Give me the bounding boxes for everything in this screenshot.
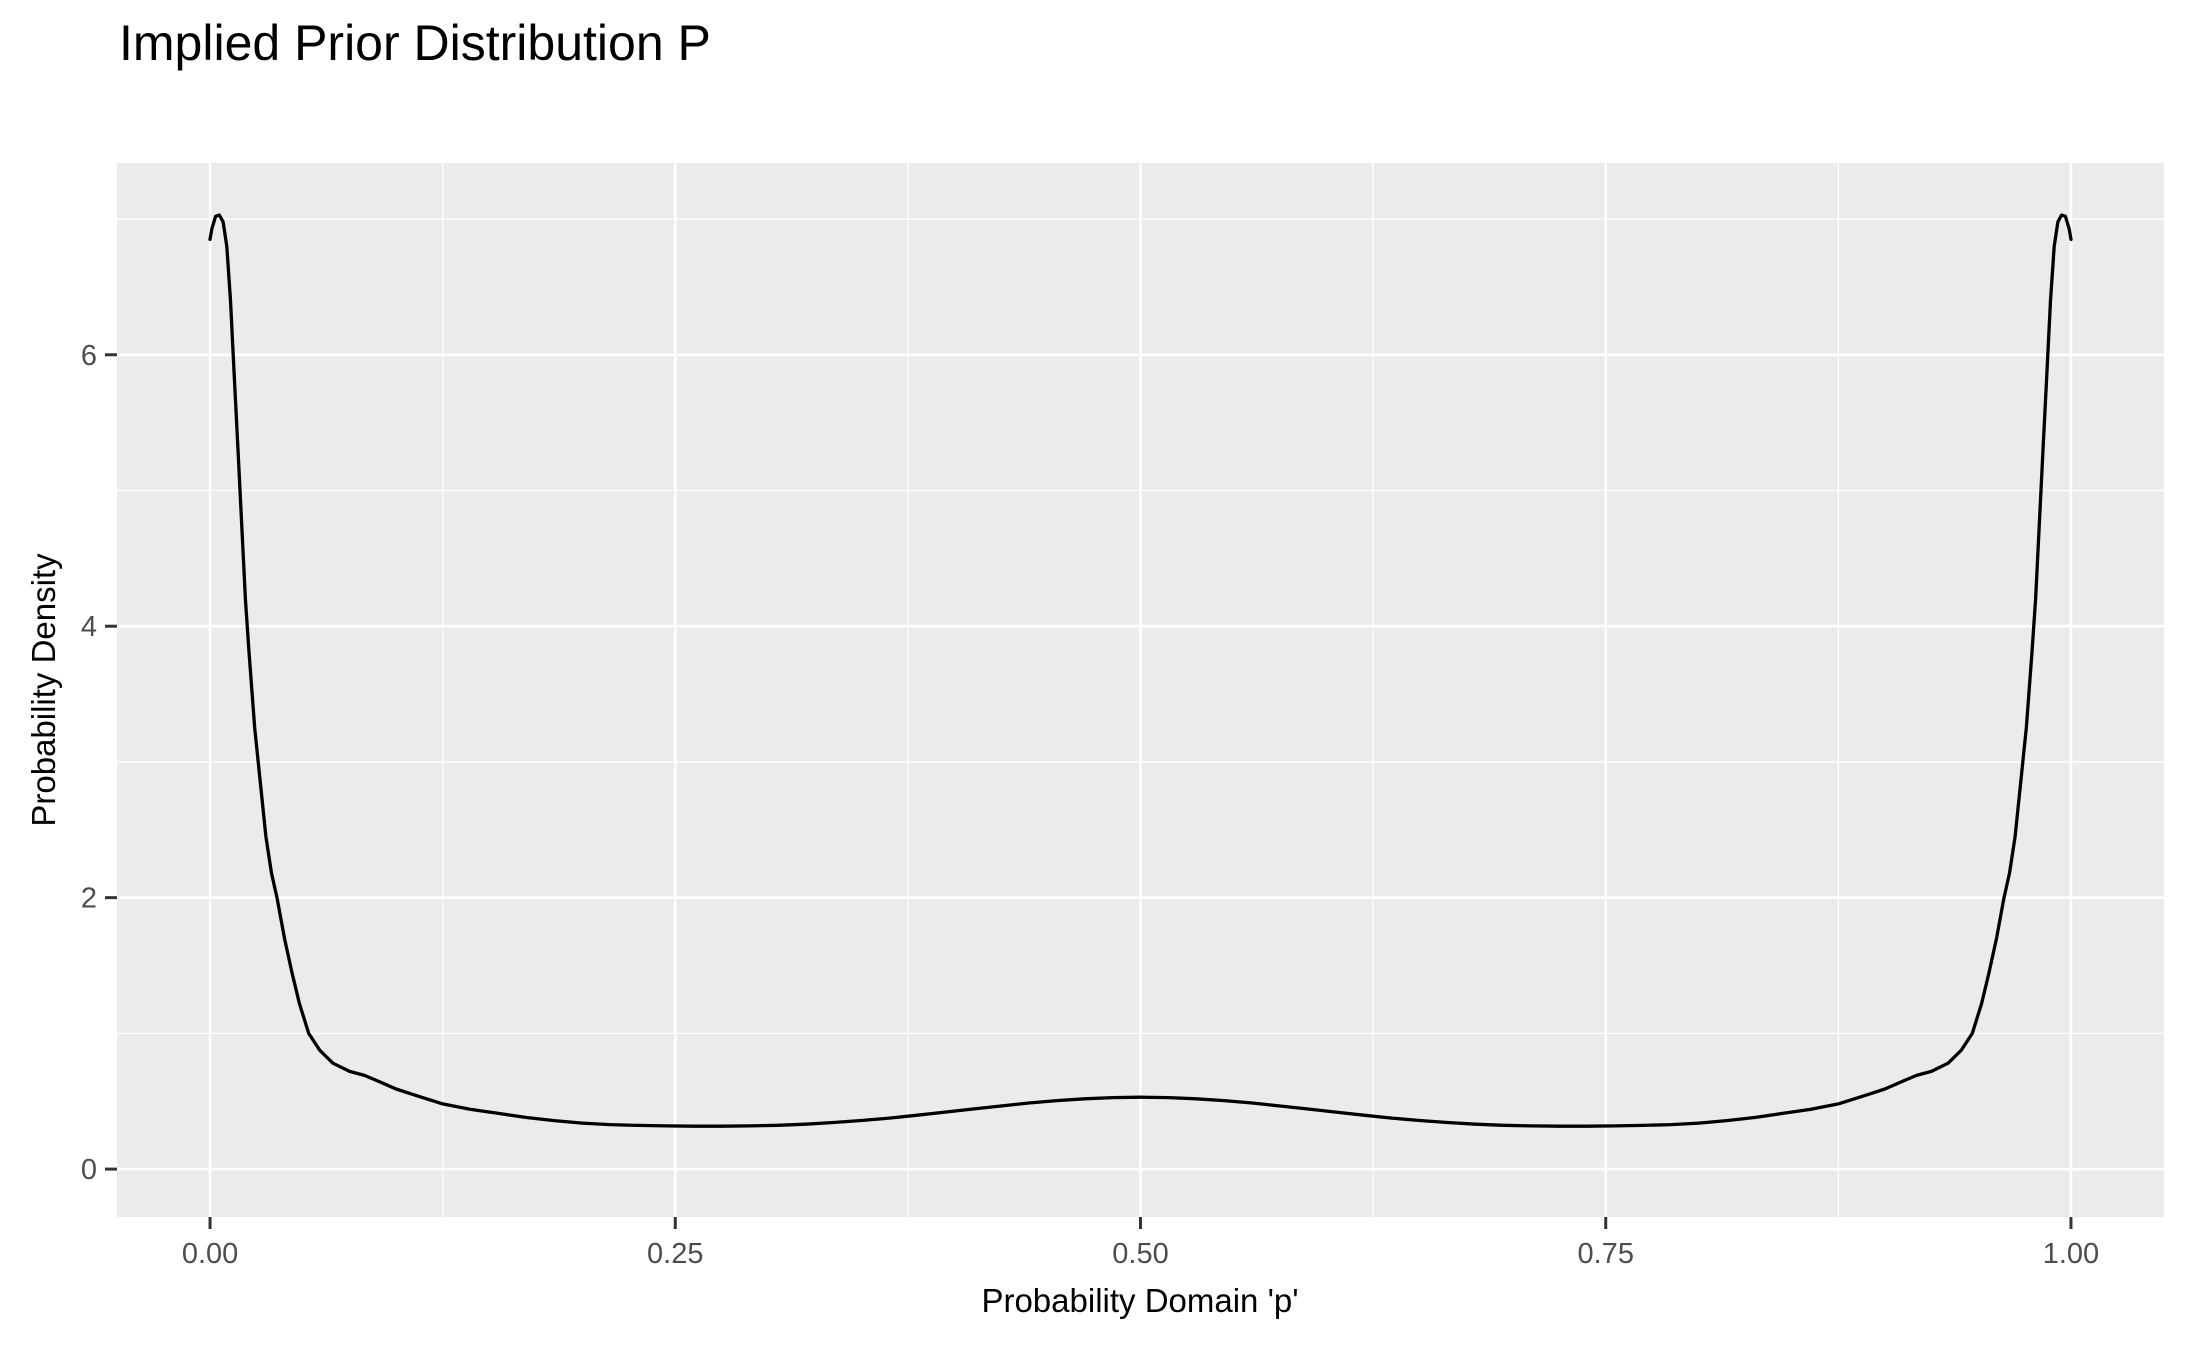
x-axis-title: Probability Domain 'p' [981, 1282, 1298, 1319]
x-tick-label: 0.00 [182, 1238, 238, 1270]
x-tick-label: 0.50 [1112, 1238, 1168, 1270]
y-tick-label: 0 [81, 1154, 97, 1186]
y-tick-label: 6 [81, 340, 97, 372]
page-title: Implied Prior Distribution P [119, 15, 711, 71]
x-tick-label: 1.00 [2043, 1238, 2099, 1270]
density-curve [208, 213, 2073, 1128]
y-tick-label: 4 [81, 611, 97, 643]
y-axis-title: Probability Density [25, 553, 62, 827]
y-tick-label: 2 [81, 883, 97, 915]
plot-panel: 0.00 0.25 0.50 0.75 1.00 0 2 4 6 [81, 163, 2164, 1270]
x-tick-label: 0.75 [1578, 1238, 1634, 1270]
x-tick-label: 0.25 [647, 1238, 703, 1270]
